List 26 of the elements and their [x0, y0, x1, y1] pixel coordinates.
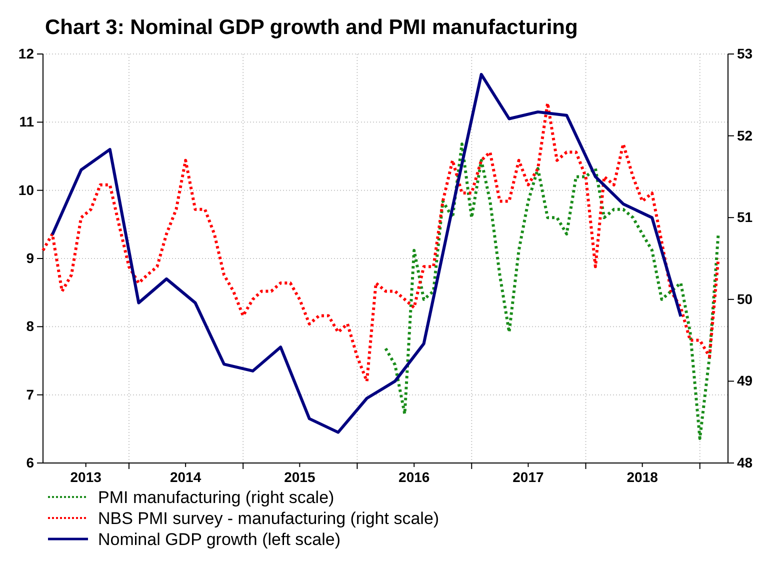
y2-tick-label: 52 — [737, 127, 753, 144]
x-tick-label: 2017 — [512, 468, 544, 485]
line-series — [384, 142, 720, 440]
y-tick-label: 9 — [26, 250, 34, 266]
y2-tick-label: 51 — [737, 209, 753, 226]
x-tick-label: 2016 — [398, 468, 430, 485]
x-tick-label: 2013 — [70, 468, 102, 485]
line-series — [42, 102, 720, 383]
y-tick-label: 11 — [19, 114, 34, 130]
y-tick-label: 7 — [26, 386, 34, 402]
x-tick-label: 2014 — [170, 468, 202, 485]
y2-tick-label: 49 — [737, 372, 753, 389]
y2-tick-label: 53 — [737, 45, 753, 62]
y-tick-label: 6 — [26, 454, 34, 470]
y2-tick-label: 48 — [737, 454, 753, 470]
legend-label: PMI manufacturing (right scale) — [98, 488, 334, 507]
y-tick-label: 10 — [18, 182, 34, 198]
line-series — [50, 72, 682, 434]
y-tick-label: 12 — [18, 45, 34, 62]
legend-label: Nominal GDP growth (left scale) — [98, 530, 340, 549]
x-tick-label: 2018 — [626, 468, 658, 485]
y2-tick-label: 50 — [737, 290, 753, 307]
y-tick-label: 8 — [26, 318, 34, 334]
chart-title: Chart 3: Nominal GDP growth and PMI manufacturing — [45, 16, 578, 39]
legend-label: NBS PMI survey - manufacturing (right scale) — [98, 509, 440, 528]
x-tick-label: 2015 — [284, 468, 316, 485]
